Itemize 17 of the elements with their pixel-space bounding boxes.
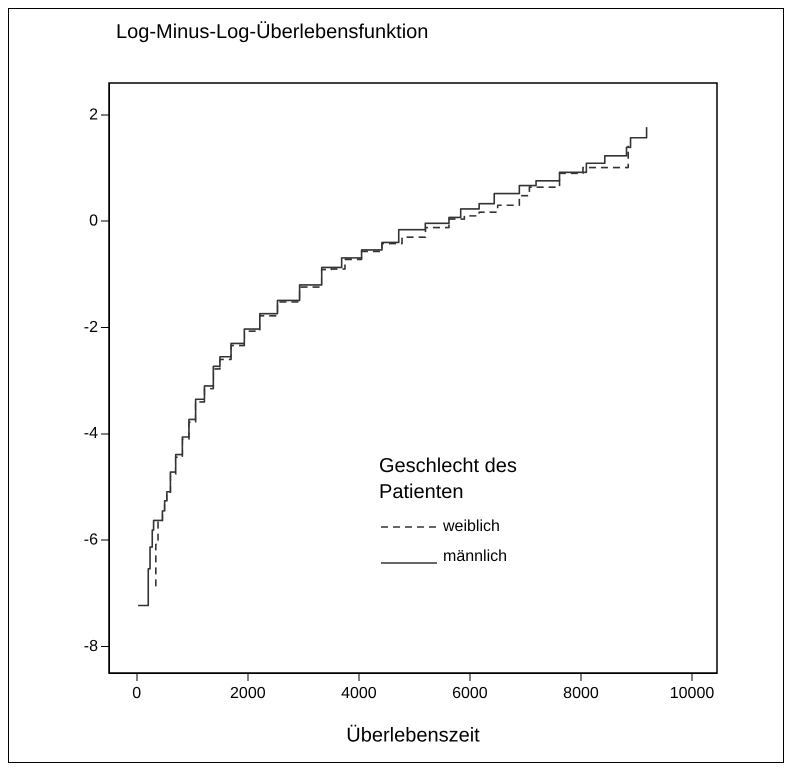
legend-label: weiblich — [443, 517, 500, 537]
x-tick-label: 10000 — [670, 685, 714, 702]
y-tick-label: -8 — [84, 638, 98, 655]
legend-title: Geschlecht des Patienten — [379, 454, 518, 505]
x-tick-label: 0 — [132, 685, 142, 702]
y-tick-label: -2 — [84, 318, 98, 336]
legend-label: männlich — [443, 547, 508, 567]
x-tick-label: 6000 — [452, 685, 488, 702]
y-tick-label: -6 — [84, 532, 98, 549]
chart-title: Log-Minus-Log-Überlebensfunktion — [116, 21, 428, 44]
y-tick-label: 2 — [89, 106, 98, 124]
y-tick-label: -4 — [84, 425, 98, 442]
y-tick-label: 0 — [89, 212, 98, 230]
x-tick-label: 2000 — [230, 685, 266, 702]
x-axis-title: Überlebenszeit — [346, 724, 480, 747]
x-tick-label: 8000 — [563, 685, 599, 702]
x-tick-label: 4000 — [341, 685, 377, 702]
